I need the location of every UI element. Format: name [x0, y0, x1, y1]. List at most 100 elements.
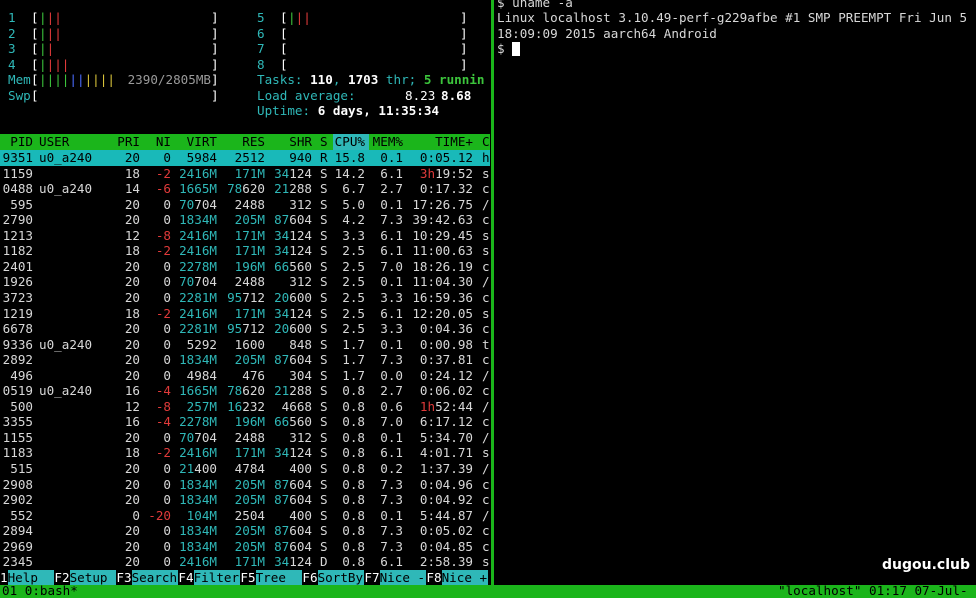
cell-virt: 5292	[186, 336, 217, 352]
cell-virt: 70704	[179, 430, 217, 446]
tasks-label: thr;	[378, 72, 424, 88]
cell-s: S	[320, 507, 328, 523]
cell-shr: 848	[289, 336, 312, 352]
cell-s: S	[320, 274, 328, 290]
cell-pri: 20	[124, 258, 140, 274]
function-label[interactable]: Nice +	[441, 569, 489, 585]
cell-user: u0_a240	[39, 150, 93, 165]
text-run: 604	[289, 538, 312, 554]
cell-pri: 20	[124, 196, 140, 212]
function-label[interactable]: Help	[7, 569, 55, 585]
cell-shr: 34124	[274, 228, 312, 244]
cell-cmd: c	[482, 383, 490, 399]
cell-shr: 21288	[274, 383, 312, 399]
cell-pri: 16	[124, 383, 140, 399]
shell-line: $	[497, 41, 505, 57]
text-run: 124	[289, 165, 312, 181]
cell-s: S	[320, 398, 328, 414]
cell-pid: 6678	[2, 321, 33, 337]
cell-s: S	[320, 523, 328, 539]
text-run: |	[46, 56, 55, 72]
cell-cmd: /	[482, 507, 490, 523]
cell-user: u0_a240	[39, 383, 93, 399]
cell-shr: 87604	[274, 523, 312, 539]
cell-cpu: 0.8	[342, 429, 365, 445]
meter-close: ]	[460, 41, 468, 57]
function-label[interactable]: Tree	[255, 569, 303, 585]
column-header: S	[320, 134, 328, 150]
uptime-label: Uptime:	[257, 103, 311, 119]
cell-virt: 1834M	[179, 476, 217, 492]
cell-res: 171M	[234, 305, 265, 321]
cell-cpu: 3.3	[342, 227, 365, 243]
text-run: 70	[179, 196, 195, 212]
column-header: MEM%	[372, 134, 403, 150]
cell-time: 12:20.05	[412, 305, 473, 321]
cell-cmd: /	[482, 274, 490, 290]
column-header: PRI	[117, 134, 140, 150]
cell-time: 10:29.45	[412, 227, 473, 243]
text-run: 66	[274, 258, 290, 274]
cell-pid: 2894	[2, 523, 33, 539]
text-run: 19:52	[435, 165, 473, 181]
function-label[interactable]: Nice -	[379, 569, 427, 585]
text-run: 16	[227, 398, 243, 414]
cell-cpu: 0.8	[342, 476, 365, 492]
sort-column-bg	[333, 134, 369, 150]
cell-cpu: 2.5	[342, 274, 365, 290]
cell-res: 2488	[234, 274, 265, 290]
cell-ni: 0	[163, 352, 171, 368]
cell-virt: 2416M	[179, 227, 217, 243]
text-run: 78	[227, 383, 243, 399]
text-run: 560	[289, 414, 312, 430]
cell-time: 0:24.12	[419, 367, 473, 383]
cell-res: 205M	[234, 352, 265, 368]
cell-ni: -20	[148, 507, 171, 523]
cell-res: 196M	[234, 414, 265, 430]
function-label[interactable]: Search	[131, 569, 179, 585]
cell-time: 0:04.96	[419, 476, 473, 492]
cell-s: S	[320, 165, 328, 181]
cell-ni: -8	[155, 398, 171, 414]
tasks-value: 1703	[348, 72, 379, 88]
cell-cpu: 1.7	[342, 367, 365, 383]
text-run: 124	[289, 305, 312, 321]
text-run: 78	[227, 181, 243, 197]
function-label[interactable]: Filter	[193, 569, 241, 585]
cpu-id: 3	[8, 41, 16, 57]
cell-s: S	[320, 429, 328, 445]
text-run: |	[54, 10, 62, 26]
cell-pid: 1155	[2, 429, 33, 445]
text-run: 3h	[419, 165, 436, 181]
cell-pri: 20	[124, 212, 140, 228]
cell-s: S	[320, 321, 328, 337]
cell-cmd: c	[482, 523, 490, 539]
cell-shr: 87604	[274, 477, 312, 493]
meter-open: [	[31, 72, 39, 88]
cell-res: 1600	[234, 336, 265, 352]
cell-mem: 7.3	[380, 352, 403, 368]
text-run: 34	[274, 165, 290, 181]
cell-cmd: /	[482, 429, 490, 445]
cell-res: 95712	[227, 290, 265, 306]
cell-cpu: 15.8	[334, 150, 365, 165]
cell-pid: 3355	[2, 414, 33, 430]
meter-close: ]	[211, 10, 219, 26]
text-run: 34	[274, 227, 290, 243]
text-run: |	[84, 72, 93, 88]
cell-pid: 9336	[2, 336, 33, 352]
cell-cmd: c	[482, 476, 490, 492]
cell-s: S	[320, 445, 328, 461]
meter-open: [	[280, 10, 288, 26]
function-label[interactable]: SortBy	[317, 569, 365, 585]
cell-pid: 3723	[2, 289, 33, 305]
cell-ni: 0	[163, 538, 171, 554]
cell-pri: 20	[124, 554, 140, 570]
function-label[interactable]: Setup	[69, 569, 117, 585]
cell-ni: -4	[155, 383, 171, 399]
cell-s: S	[320, 227, 328, 243]
cell-cmd: c	[482, 212, 490, 228]
cell-cmd: /	[482, 367, 490, 383]
cell-pri: 20	[124, 429, 140, 445]
cell-shr: 20600	[274, 290, 312, 306]
